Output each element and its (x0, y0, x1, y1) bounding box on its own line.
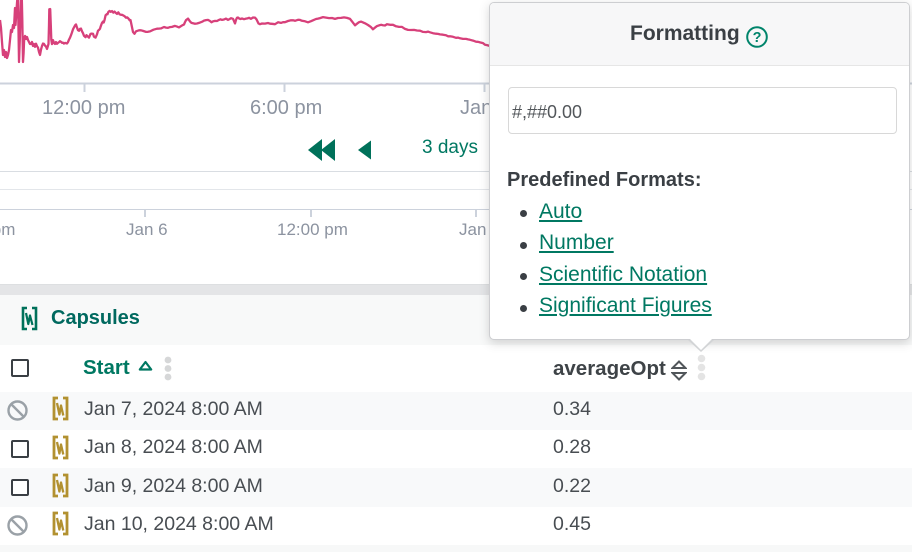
svg-text:?: ? (753, 30, 762, 46)
